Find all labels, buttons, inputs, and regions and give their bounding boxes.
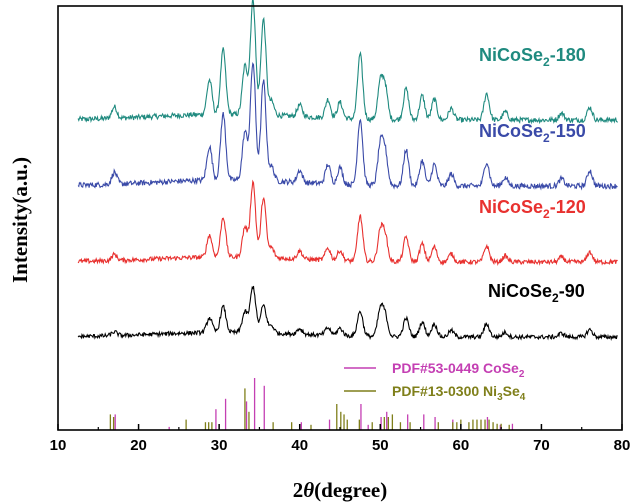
- x-tick-label-70: 70: [533, 437, 550, 454]
- x-tick-label-10: 10: [50, 437, 67, 454]
- series-layer: [77, 0, 619, 341]
- series-label-150: NiCoSe2-150: [479, 121, 586, 145]
- x-tick-label-80: 80: [614, 437, 631, 454]
- legend-label-cose2: PDF#53-0449 CoSe2: [392, 360, 525, 380]
- x-tick-label-50: 50: [372, 437, 389, 454]
- x-tick-label-60: 60: [453, 437, 470, 454]
- series-line-120: [77, 179, 618, 267]
- x-axis-title: 2θ(degree): [293, 478, 387, 502]
- legend-label-ni3se4: PDF#13-0300 Ni3Se4: [392, 383, 526, 403]
- y-axis-title: Intensity(a.u.): [8, 157, 32, 283]
- x-axis: 10 20 30 40 50 60 70 80: [50, 424, 631, 454]
- series-line-180: [77, 0, 619, 125]
- x-tick-label-40: 40: [291, 437, 308, 454]
- reference-layer: [109, 378, 514, 430]
- plot-frame: [57, 5, 623, 431]
- series-label-120: NiCoSe2-120: [479, 197, 586, 221]
- series-line-90: [77, 285, 618, 341]
- x-tick-label-20: 20: [130, 437, 147, 454]
- series-label-180: NiCoSe2-180: [479, 45, 586, 69]
- x-tick-label-30: 30: [211, 437, 228, 454]
- series-line-150: [77, 62, 618, 191]
- series-label-90: NiCoSe2-90: [488, 281, 585, 305]
